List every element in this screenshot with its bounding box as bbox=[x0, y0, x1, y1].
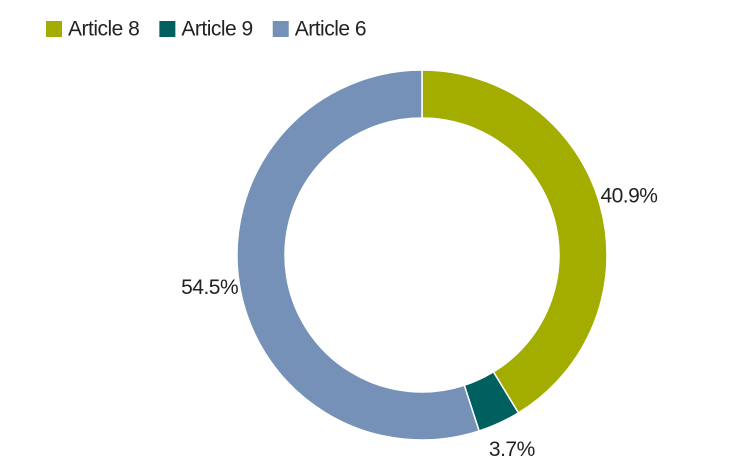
data-label: 3.7% bbox=[489, 438, 535, 461]
data-label: 54.5% bbox=[181, 276, 238, 299]
data-label: 40.9% bbox=[600, 184, 657, 207]
legend-label: Article 8 bbox=[68, 18, 139, 41]
legend-label: Article 9 bbox=[181, 18, 252, 41]
donut-segment bbox=[421, 69, 608, 414]
donut-segment bbox=[236, 69, 481, 441]
legend-label: Article 6 bbox=[295, 18, 366, 41]
legend-swatch bbox=[272, 21, 289, 37]
legend-swatch bbox=[46, 21, 62, 37]
legend-swatch bbox=[159, 21, 176, 37]
